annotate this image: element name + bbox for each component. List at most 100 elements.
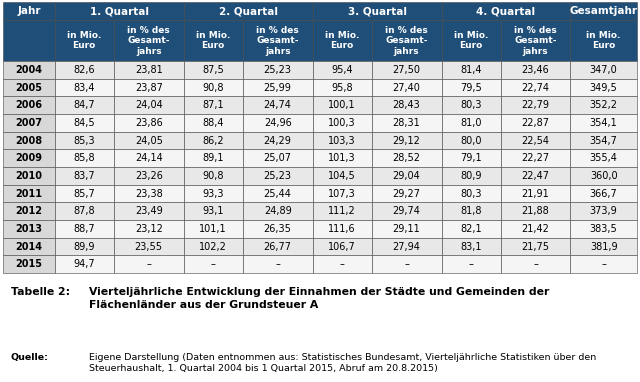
Text: 2005: 2005	[15, 83, 42, 92]
Bar	[243, 20, 312, 61]
Text: 28,43: 28,43	[393, 100, 420, 110]
Bar	[500, 61, 570, 79]
Text: 107,3: 107,3	[328, 189, 356, 199]
Bar	[55, 167, 114, 185]
Text: 24,05: 24,05	[135, 136, 163, 146]
Bar	[243, 149, 312, 167]
Text: 2011: 2011	[15, 189, 42, 199]
Text: 349,5: 349,5	[590, 83, 618, 92]
Text: 81,8: 81,8	[460, 206, 482, 216]
Text: in % des
Gesamt-
jahrs: in % des Gesamt- jahrs	[385, 26, 428, 56]
Bar	[442, 185, 500, 202]
Bar	[3, 96, 55, 114]
Bar	[3, 167, 55, 185]
Bar	[55, 114, 114, 132]
Text: 2006: 2006	[15, 100, 42, 110]
Bar	[3, 185, 55, 202]
Bar	[243, 96, 312, 114]
Text: 28,52: 28,52	[392, 153, 420, 163]
Text: 2007: 2007	[15, 118, 42, 128]
Bar	[442, 238, 500, 256]
Bar	[312, 96, 372, 114]
Text: in Mio.
Euro: in Mio. Euro	[586, 31, 621, 50]
Bar	[372, 185, 442, 202]
Text: 25,99: 25,99	[264, 83, 292, 92]
Text: Tabelle 2:: Tabelle 2:	[11, 287, 70, 297]
Text: 24,29: 24,29	[264, 136, 292, 146]
Bar	[570, 2, 637, 20]
Bar	[312, 167, 372, 185]
Text: 21,42: 21,42	[522, 224, 549, 234]
Text: 104,5: 104,5	[328, 171, 356, 181]
Text: 2008: 2008	[15, 136, 42, 146]
Text: 95,4: 95,4	[332, 65, 353, 75]
Bar	[243, 256, 312, 273]
Bar	[184, 256, 243, 273]
Text: 26,35: 26,35	[264, 224, 292, 234]
Text: –: –	[601, 259, 606, 269]
Text: 102,2: 102,2	[199, 242, 227, 252]
Bar	[3, 132, 55, 149]
Text: 94,7: 94,7	[74, 259, 95, 269]
Text: 29,12: 29,12	[392, 136, 420, 146]
Text: 81,4: 81,4	[460, 65, 482, 75]
Bar	[114, 79, 184, 96]
Text: 381,9: 381,9	[590, 242, 618, 252]
Text: 2013: 2013	[15, 224, 42, 234]
Bar	[312, 114, 372, 132]
Bar	[243, 185, 312, 202]
Text: 23,81: 23,81	[135, 65, 163, 75]
Text: 82,1: 82,1	[460, 224, 482, 234]
Text: –: –	[147, 259, 151, 269]
Bar	[184, 79, 243, 96]
Text: 24,89: 24,89	[264, 206, 291, 216]
Text: 26,77: 26,77	[264, 242, 292, 252]
Bar	[500, 185, 570, 202]
Text: 22,79: 22,79	[522, 100, 550, 110]
Text: 355,4: 355,4	[589, 153, 618, 163]
Bar	[3, 20, 55, 61]
Text: 80,3: 80,3	[460, 189, 482, 199]
Text: 27,50: 27,50	[392, 65, 420, 75]
Bar	[500, 96, 570, 114]
Bar	[372, 256, 442, 273]
Bar	[114, 132, 184, 149]
Bar	[243, 167, 312, 185]
Bar	[570, 256, 637, 273]
Bar	[184, 149, 243, 167]
Bar	[442, 220, 500, 238]
Bar	[442, 79, 500, 96]
Text: 93,1: 93,1	[202, 206, 224, 216]
Text: 23,49: 23,49	[135, 206, 163, 216]
Bar	[114, 96, 184, 114]
Text: 3. Quartal: 3. Quartal	[348, 6, 406, 16]
Bar	[372, 220, 442, 238]
Bar	[442, 167, 500, 185]
Bar	[312, 220, 372, 238]
Bar	[55, 20, 114, 61]
Bar	[442, 114, 500, 132]
Bar	[114, 114, 184, 132]
Text: 29,27: 29,27	[392, 189, 420, 199]
Bar	[312, 185, 372, 202]
Bar	[114, 256, 184, 273]
Text: in Mio.
Euro: in Mio. Euro	[67, 31, 101, 50]
Text: –: –	[533, 259, 538, 269]
Bar	[500, 202, 570, 220]
Bar	[500, 79, 570, 96]
Text: Eigene Darstellung (Daten entnommen aus: Statistisches Bundesamt, Vierteljährlic: Eigene Darstellung (Daten entnommen aus:…	[89, 353, 596, 373]
Text: 360,0: 360,0	[590, 171, 618, 181]
Bar	[114, 185, 184, 202]
Text: in Mio.
Euro: in Mio. Euro	[454, 31, 488, 50]
Bar	[3, 2, 55, 20]
Text: –: –	[340, 259, 344, 269]
Text: 22,27: 22,27	[522, 153, 550, 163]
Text: 79,1: 79,1	[460, 153, 482, 163]
Text: 2010: 2010	[15, 171, 42, 181]
Bar	[312, 79, 372, 96]
Bar	[312, 238, 372, 256]
Text: 22,47: 22,47	[522, 171, 550, 181]
Text: 21,88: 21,88	[522, 206, 549, 216]
Text: 354,7: 354,7	[589, 136, 618, 146]
Bar	[3, 220, 55, 238]
